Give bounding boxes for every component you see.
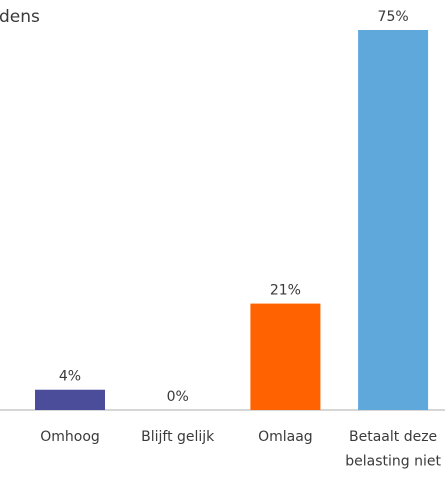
data-label: 4% [59,369,81,385]
data-label: 75% [378,9,409,25]
x-tick-label: Omlaag [258,429,313,445]
x-tick-label: Blijft gelijk [141,429,215,445]
data-label: 21% [270,283,301,299]
bar [250,303,321,410]
bar [358,30,429,410]
data-label: 0% [167,389,189,405]
x-tick-label: Betaalt deze belasting niet [345,429,441,470]
chart-title: dens [0,7,40,27]
x-tick-label: Omhoog [40,429,100,445]
bar [35,389,105,410]
